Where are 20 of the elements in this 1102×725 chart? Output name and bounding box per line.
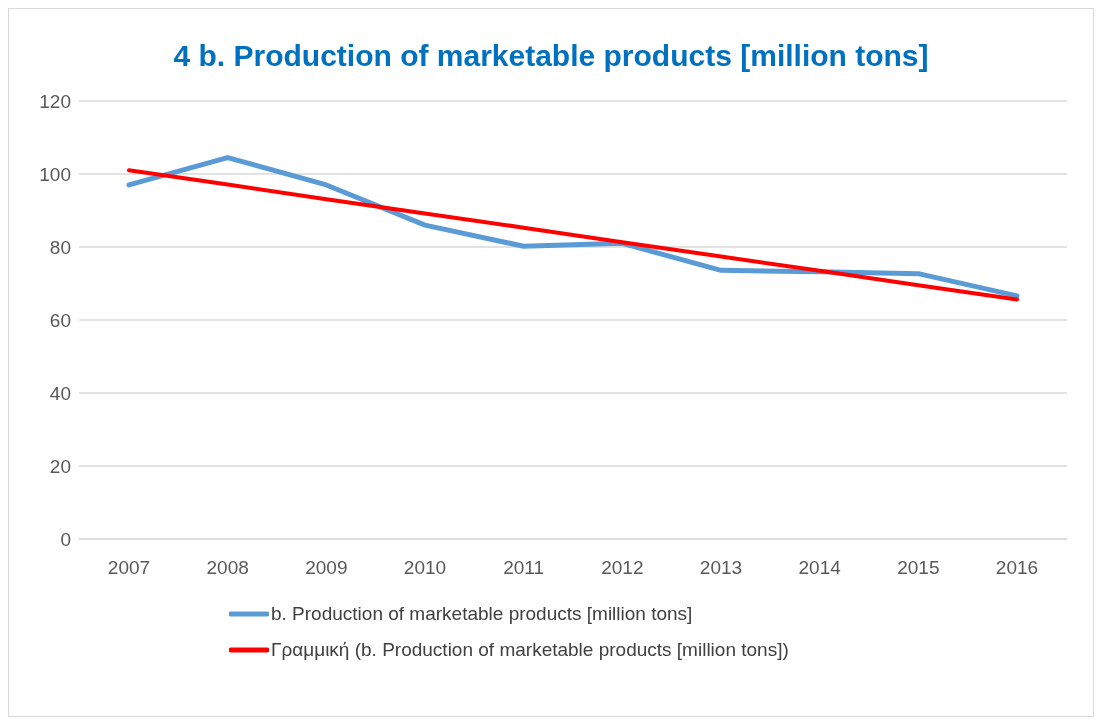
x-tick-label: 2011 xyxy=(503,557,545,579)
y-tick-label: 100 xyxy=(39,163,71,185)
x-tick-label: 2015 xyxy=(897,557,940,579)
x-tick-label: 2012 xyxy=(601,557,644,579)
x-tick-label: 2013 xyxy=(699,557,743,579)
y-tick-label: 20 xyxy=(49,455,71,477)
y-tick-label: 40 xyxy=(49,382,71,404)
x-tick-label: 2014 xyxy=(798,557,842,579)
x-tick-label: 2016 xyxy=(995,557,1039,579)
y-tick-label: 60 xyxy=(49,309,71,331)
x-tick-label: 2007 xyxy=(107,557,151,579)
legend-label: b. Production of marketable products [million tons] xyxy=(271,603,693,625)
x-tick-label: 2008 xyxy=(206,557,249,579)
x-tick-label: 2010 xyxy=(403,557,447,579)
legend-label: Γραμμική (b. Production of marketable products [million tons]) xyxy=(271,639,789,661)
chart-title: 4 b. Production of marketable products [million tons] xyxy=(172,39,930,74)
y-tick-label: 80 xyxy=(49,236,71,258)
x-tick-label: 2009 xyxy=(305,557,348,579)
y-tick-label: 120 xyxy=(39,90,71,112)
y-tick-label: 0 xyxy=(60,528,71,550)
